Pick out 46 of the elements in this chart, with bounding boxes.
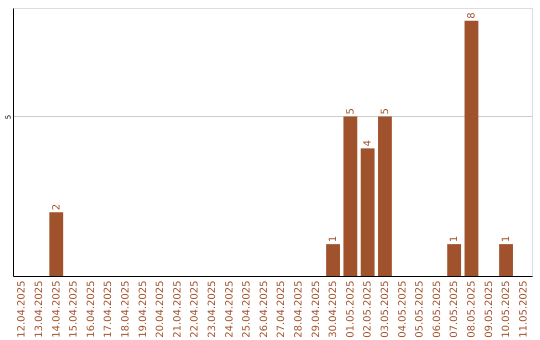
x-tick-label: 24.04.2025 — [224, 280, 236, 338]
x-tick-label: 03.05.2025 — [380, 280, 391, 338]
x-tick-label: 19.04.2025 — [138, 280, 149, 338]
x-tick-label: 05.05.2025 — [414, 280, 426, 338]
data-label: 1 — [501, 236, 512, 242]
x-tick-label: 04.05.2025 — [397, 280, 408, 338]
x-tick-label: 15.04.2025 — [68, 280, 80, 338]
x-tick-label: 07.05.2025 — [449, 280, 460, 338]
x-tick-label: 12.04.2025 — [16, 280, 28, 338]
x-tick-label: 28.04.2025 — [293, 280, 304, 338]
data-label: 5 — [345, 108, 356, 114]
bar — [49, 212, 64, 276]
x-tick-label: 29.04.2025 — [310, 280, 322, 338]
data-label: 5 — [380, 108, 391, 114]
x-tick-label: 20.04.2025 — [155, 280, 166, 338]
x-tick-label: 18.04.2025 — [120, 280, 132, 338]
bar — [447, 244, 462, 276]
x-tick-label: 26.04.2025 — [258, 280, 270, 338]
x-tick-label: 17.04.2025 — [103, 280, 114, 338]
data-label: 4 — [362, 140, 374, 146]
x-tick-label: 16.04.2025 — [86, 280, 97, 338]
x-tick-label: 13.04.2025 — [34, 280, 45, 338]
x-tick-label: 06.05.2025 — [432, 280, 443, 338]
x-tick-label: 02.05.2025 — [362, 280, 374, 338]
x-tick-label: 27.04.2025 — [276, 280, 288, 338]
bar — [326, 244, 340, 276]
x-tick-label: 08.05.2025 — [466, 280, 478, 338]
bar — [378, 116, 392, 276]
x-tick-label: 10.05.2025 — [501, 280, 512, 338]
bar — [343, 116, 358, 276]
x-tick-label: 21.04.2025 — [172, 280, 184, 338]
x-tick-label: 11.05.2025 — [518, 280, 530, 338]
bar — [464, 20, 478, 276]
x-tick-label: 14.04.2025 — [51, 280, 62, 338]
x-tick-label: 23.04.2025 — [206, 280, 218, 338]
x-tick-label: 25.04.2025 — [242, 280, 253, 338]
data-label: 8 — [466, 12, 478, 19]
bar — [499, 244, 513, 276]
data-label: 2 — [51, 204, 62, 210]
bar — [360, 148, 375, 276]
data-label: 1 — [449, 236, 460, 242]
x-tick-label: 22.04.2025 — [190, 280, 201, 338]
data-label: 1 — [328, 236, 340, 242]
x-tick-label: 09.05.2025 — [484, 280, 495, 338]
x-tick-label: 30.04.2025 — [328, 280, 340, 338]
x-tick-label: 01.05.2025 — [345, 280, 356, 338]
